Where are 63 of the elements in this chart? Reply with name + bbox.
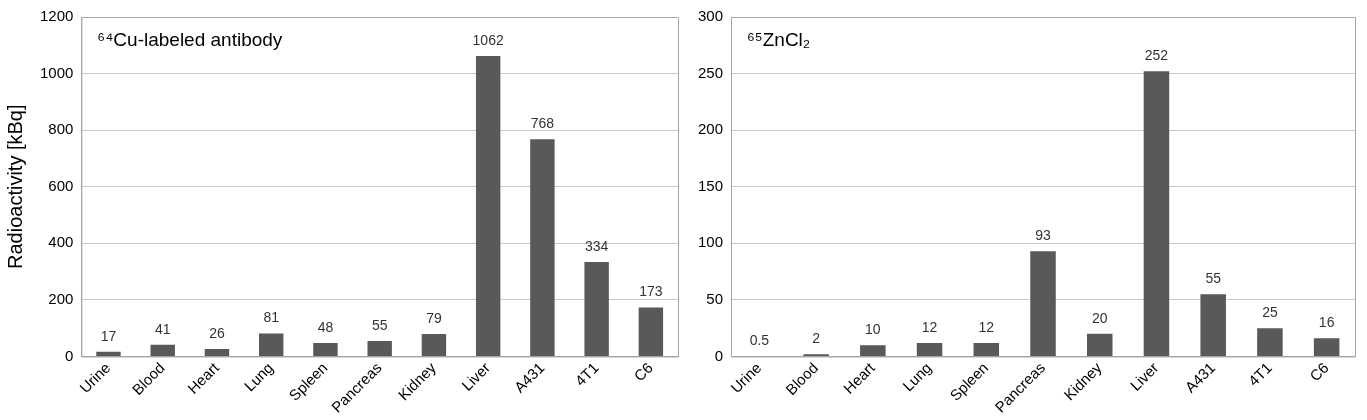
y-tick-label: 250 [698,63,724,81]
data-label: 768 [530,115,555,132]
bar [584,261,609,356]
data-label: 93 [1035,227,1052,244]
x-tick-label: 4T1 [1244,358,1275,390]
x-tick-label: C6 [630,358,656,385]
bar [1257,328,1283,356]
bar [204,349,230,356]
bar [150,344,175,356]
bar [530,139,555,356]
bar [313,342,338,356]
y-tick-label: 200 [698,120,724,138]
y-tick-label: 1200 [39,7,74,25]
bar [1030,251,1056,356]
bar [367,340,392,356]
data-label: 173 [639,283,663,300]
y-tick-label: 50 [706,290,724,308]
bar [475,56,501,356]
data-label: 79 [426,309,442,326]
bar [1313,338,1340,356]
bar [638,307,664,356]
data-label: 334 [584,237,609,254]
data-label: 55 [1205,270,1222,287]
data-label: 0.5 [749,331,770,348]
bar [1086,333,1113,356]
data-label: 12 [978,318,995,335]
data-label: 12 [921,318,938,335]
y-tick-label: 300 [698,7,724,25]
data-label: 17 [100,327,117,344]
text: ⁶⁵ZnCl₂ [747,28,811,50]
bar [259,333,284,356]
data-label: 81 [263,309,280,326]
data-label: 48 [317,318,334,335]
y-tick-label: 600 [48,176,74,194]
y-tick-label: 100 [698,233,724,251]
data-label: 26 [209,324,225,341]
y-tick-label: 1000 [39,63,74,81]
y-tick-label: 0 [714,346,724,364]
y-tick-label: 150 [698,176,724,194]
y-axis-title: Radioactivity [kBq] [3,104,26,269]
data-label: 10 [865,321,881,338]
data-label: 55 [371,316,388,333]
bar [96,351,121,356]
data-label: 41 [154,320,171,337]
x-tick-label: 4T1 [571,358,602,390]
data-label: 16 [1318,314,1335,331]
y-tick-label: 800 [48,120,74,138]
y-tick-label: 400 [48,233,74,251]
bar [973,342,1000,356]
bar [421,334,447,356]
bar [860,345,886,356]
data-label: 25 [1262,304,1278,321]
y-tick-label: 0 [65,346,74,364]
data-label: 1062 [472,31,504,48]
data-label: 2 [812,330,821,347]
text: ⁶⁴Cu-labeled antibody [97,28,283,50]
bar [1143,71,1170,356]
y-tick-label: 200 [48,290,74,308]
bar [1200,294,1226,356]
bar [916,342,943,356]
data-label: 20 [1091,309,1108,326]
data-label: 252 [1144,47,1169,64]
x-tick-label: C6 [1306,358,1332,385]
